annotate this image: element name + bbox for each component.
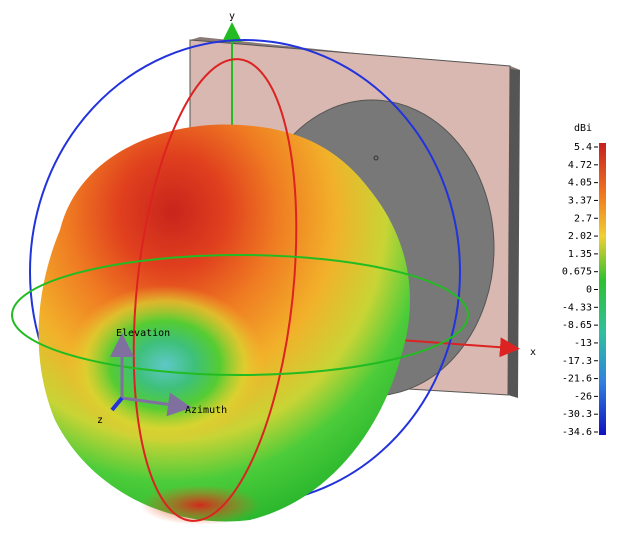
colorbar-label: -4.33 — [562, 302, 592, 313]
colorbar-label: -26 — [574, 391, 592, 402]
colorbar-label: -21.6 — [562, 374, 592, 385]
colorbar-label: 0 — [586, 285, 592, 296]
colorbar-label: 5.4 — [574, 142, 592, 153]
x-axis — [399, 337, 520, 358]
colorbar-label: 3.37 — [568, 195, 592, 206]
colorbar-label: 4.72 — [568, 160, 592, 171]
local-axes — [110, 333, 192, 417]
colorbar-label: 2.7 — [574, 213, 592, 224]
x-axis-label: x — [530, 347, 536, 358]
azimuth-label: Azimuth — [185, 405, 227, 416]
colorbar-label: 0.675 — [562, 267, 592, 278]
colorbar-label: -30.3 — [562, 409, 592, 420]
colorbar-scale — [599, 143, 606, 435]
colorbar-label: 2.02 — [568, 231, 592, 242]
azimuth-circle — [11, 254, 469, 376]
colorbar: dBi 5.4 4.72 4.05 3.37 2.7 2.02 1.35 0.675 0 -4.3… — [562, 123, 606, 438]
colorbar-label: -8.65 — [562, 320, 592, 331]
colorbar-label: 1.35 — [568, 249, 592, 260]
y-axis-label: y — [229, 11, 235, 22]
colorbar-unit: dBi — [574, 123, 592, 134]
colorbar-label: -17.3 — [562, 356, 592, 367]
colorbar-label: 4.05 — [568, 178, 592, 189]
colorbar-label: -34.6 — [562, 427, 592, 438]
colorbar-label: -13 — [574, 338, 592, 349]
z-axis-label: z — [97, 415, 103, 426]
elevation-circle — [132, 58, 298, 522]
radiation-pattern — [38, 124, 411, 525]
elevation-label: Elevation — [116, 328, 170, 339]
